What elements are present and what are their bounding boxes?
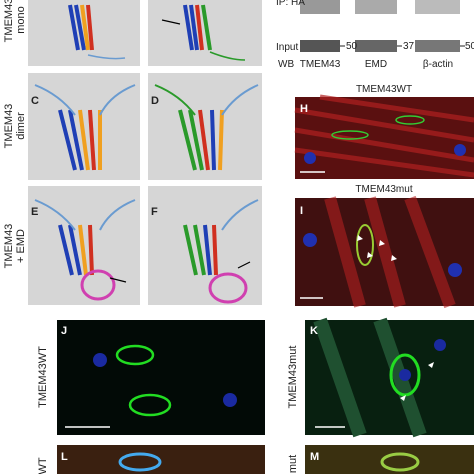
panel-letter: L (61, 451, 68, 463)
marker: 50 (346, 41, 358, 52)
blot-label: Input (276, 42, 298, 53)
lane-label: EMD (365, 59, 387, 70)
lane-label: TMEM43 (300, 59, 341, 70)
blot-label: IP: HA (276, 0, 305, 8)
panel-title: TMEM43mut (355, 184, 412, 195)
panel-letter: E (31, 206, 38, 218)
side-label: TMEM43WT (37, 346, 49, 408)
panel-letter: F (151, 206, 158, 218)
micrographs (57, 94, 474, 474)
panel-letter: C (31, 95, 39, 107)
row-label: + EMD (15, 229, 27, 263)
panel-letter: K (310, 325, 318, 337)
row-label: TMEM43 (3, 224, 15, 269)
lane-label: β-actin (423, 59, 453, 70)
panel-letter: J (61, 325, 67, 337)
row-label: mono (15, 6, 27, 34)
marker: 50 (465, 41, 474, 52)
marker: 37 (403, 41, 415, 52)
row-label: TMEM43 (3, 0, 15, 42)
panel-letter: I (300, 205, 303, 217)
panel-letter: D (151, 95, 159, 107)
row-label: dimer (15, 112, 27, 140)
side-label: TMEM43mut (287, 346, 299, 409)
panel-letter: H (300, 103, 308, 115)
side-label: mut (287, 455, 299, 473)
structure-panels (28, 0, 262, 305)
side-label: WT (37, 457, 49, 474)
panel-letter: M (310, 451, 319, 463)
blot (300, 0, 460, 52)
row-label: TMEM43 (3, 104, 15, 149)
panel-title: TMEM43WT (356, 84, 412, 95)
blot-label: WB (278, 59, 294, 70)
